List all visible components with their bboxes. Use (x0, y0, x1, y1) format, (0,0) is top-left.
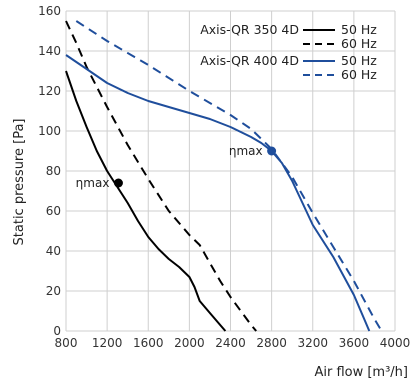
x-tick-label: 1600 (133, 336, 164, 350)
x-tick-label: 800 (55, 336, 78, 350)
y-tick-label: 80 (46, 164, 61, 178)
legend-group-label: Axis-QR 350 4D (200, 22, 299, 37)
legend-entry-label: 50 Hz (341, 53, 377, 68)
annotations: ηmax ηmax (76, 144, 277, 190)
y-tick-label: 120 (38, 84, 61, 98)
y-axis-title: Static pressure [Pa] (12, 119, 27, 246)
axes: 800 1200 1600 2000 2400 2800 3200 3600 4000 0 20 40… (38, 4, 410, 350)
eta-max-marker (267, 146, 277, 156)
legend-group-label: Axis-QR 400 4D (200, 53, 299, 68)
x-tick-label: 2000 (174, 336, 205, 350)
x-tick-label: 2800 (256, 336, 287, 350)
y-tick-label: 100 (38, 124, 61, 138)
series-line (65, 54, 371, 332)
legend-entry-label: 60 Hz (341, 36, 377, 51)
legend-entry-label: 60 Hz (341, 67, 377, 82)
y-tick-label: 140 (38, 44, 61, 58)
x-tick-label: 1200 (92, 336, 123, 350)
x-axis-title: Air flow [m³/h] (314, 365, 408, 380)
x-tick-label: 2400 (215, 336, 246, 350)
eta-max-label: ηmax (229, 144, 263, 158)
series-line (65, 20, 257, 332)
series-layer (65, 20, 383, 332)
y-tick-label: 40 (46, 244, 61, 258)
eta-max-marker (113, 178, 123, 188)
y-tick-label: 20 (46, 284, 61, 298)
x-tick-label: 3200 (297, 336, 328, 350)
series-line (65, 70, 227, 332)
y-tick-label: 160 (38, 4, 61, 18)
eta-max-label: ηmax (76, 176, 110, 190)
legend-entry-label: 50 Hz (341, 22, 377, 37)
x-tick-label: 3600 (339, 336, 370, 350)
y-tick-label: 60 (46, 204, 61, 218)
y-tick-label: 0 (53, 324, 61, 338)
series-line (75, 20, 383, 332)
grid (65, 10, 396, 332)
x-tick-label: 4000 (380, 336, 411, 350)
